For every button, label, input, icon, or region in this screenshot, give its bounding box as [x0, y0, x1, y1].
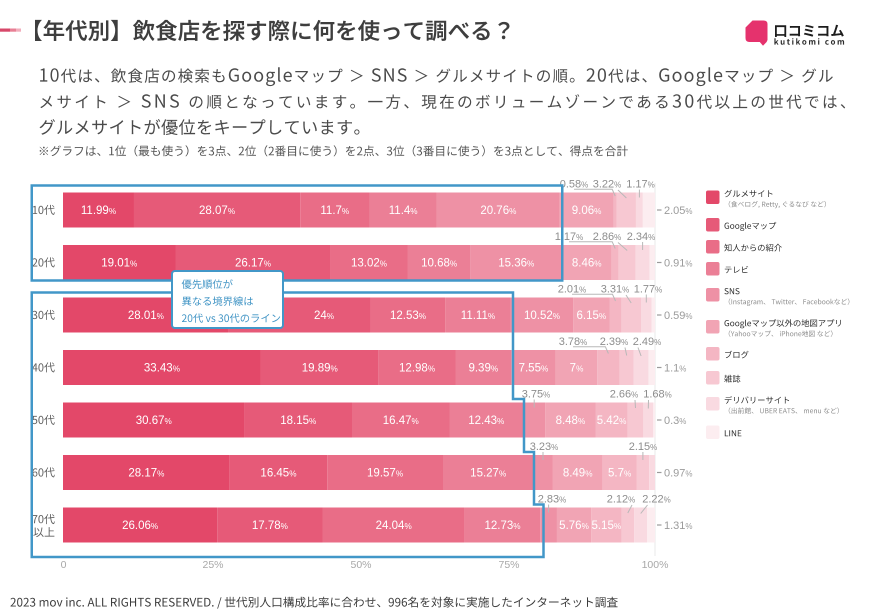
svg-text:50%: 50% — [350, 559, 371, 571]
svg-text:0.97%: 0.97% — [664, 467, 693, 479]
svg-text:0.58%: 0.58% — [560, 178, 589, 190]
svg-text:30.67%: 30.67% — [136, 415, 172, 427]
svg-text:5.7%: 5.7% — [608, 468, 631, 480]
svg-text:25%: 25% — [202, 559, 223, 571]
svg-text:2.83%: 2.83% — [538, 493, 567, 505]
svg-text:16.47%: 16.47% — [383, 415, 419, 427]
svg-text:5.76%: 5.76% — [559, 520, 589, 532]
svg-text:12.98%: 12.98% — [399, 363, 435, 375]
svg-text:1.1%: 1.1% — [664, 362, 686, 374]
svg-text:2.01%: 2.01% — [558, 283, 587, 295]
svg-text:9.39%: 9.39% — [468, 363, 498, 375]
svg-text:24.04%: 24.04% — [376, 520, 412, 532]
svg-text:2.05%: 2.05% — [664, 205, 693, 217]
svg-text:1.31%: 1.31% — [664, 520, 693, 532]
svg-text:2.15%: 2.15% — [629, 441, 658, 453]
svg-text:12.73%: 12.73% — [484, 520, 520, 532]
svg-text:15.36%: 15.36% — [498, 258, 534, 270]
svg-text:3.22%: 3.22% — [593, 178, 622, 190]
svg-text:33.43%: 33.43% — [144, 363, 180, 375]
svg-text:2.49%: 2.49% — [633, 336, 662, 348]
svg-text:1.68%: 1.68% — [643, 388, 672, 400]
svg-text:28.01%: 28.01% — [128, 310, 164, 322]
svg-text:3.31%: 3.31% — [601, 283, 630, 295]
svg-text:11.4%: 11.4% — [389, 205, 418, 217]
svg-text:2.22%: 2.22% — [642, 493, 671, 505]
svg-text:0: 0 — [61, 559, 67, 571]
svg-text:2.66%: 2.66% — [610, 388, 639, 400]
svg-text:15.27%: 15.27% — [470, 468, 506, 480]
svg-text:11.99%: 11.99% — [81, 205, 116, 217]
svg-text:100%: 100% — [642, 559, 669, 571]
svg-text:1.17%: 1.17% — [626, 178, 655, 190]
svg-text:2.86%: 2.86% — [593, 231, 622, 243]
svg-text:11.7%: 11.7% — [320, 205, 349, 217]
svg-text:16.45%: 16.45% — [260, 468, 296, 480]
svg-text:8.46%: 8.46% — [572, 258, 602, 270]
svg-text:5.15%: 5.15% — [591, 520, 621, 532]
svg-text:19.01%: 19.01% — [101, 258, 137, 270]
svg-text:28.17%: 28.17% — [128, 468, 164, 480]
svg-text:2.12%: 2.12% — [607, 493, 636, 505]
svg-text:26.17%: 26.17% — [235, 258, 271, 270]
svg-text:10.68%: 10.68% — [421, 258, 457, 270]
svg-text:0.59%: 0.59% — [664, 310, 693, 322]
svg-text:2.39%: 2.39% — [600, 336, 629, 348]
svg-text:19.57%: 19.57% — [367, 468, 403, 480]
svg-text:3.23%: 3.23% — [530, 441, 559, 453]
svg-text:1.77%: 1.77% — [634, 283, 663, 295]
svg-text:11.11%: 11.11% — [461, 310, 495, 322]
svg-text:20.76%: 20.76% — [480, 205, 516, 217]
svg-text:18.15%: 18.15% — [280, 415, 316, 427]
svg-text:0.91%: 0.91% — [664, 257, 693, 269]
svg-text:19.89%: 19.89% — [302, 363, 338, 375]
svg-text:6.15%: 6.15% — [576, 310, 606, 322]
svg-text:10.52%: 10.52% — [524, 310, 560, 322]
svg-text:13.02%: 13.02% — [351, 258, 387, 270]
svg-text:9.06%: 9.06% — [572, 205, 602, 217]
svg-text:12.43%: 12.43% — [468, 415, 504, 427]
svg-text:7.55%: 7.55% — [519, 363, 549, 375]
svg-text:28.07%: 28.07% — [199, 205, 235, 217]
svg-text:75%: 75% — [498, 559, 519, 571]
svg-text:12.53%: 12.53% — [390, 310, 426, 322]
svg-text:5.42%: 5.42% — [597, 415, 627, 427]
svg-text:0.3%: 0.3% — [664, 415, 686, 427]
svg-text:7%: 7% — [570, 363, 584, 375]
svg-text:3.78%: 3.78% — [559, 336, 588, 348]
svg-text:2.34%: 2.34% — [627, 231, 656, 243]
svg-text:24%: 24% — [314, 310, 334, 322]
svg-text:1.17%: 1.17% — [555, 231, 584, 243]
svg-text:26.06%: 26.06% — [122, 520, 158, 532]
svg-text:8.48%: 8.48% — [556, 415, 586, 427]
svg-text:8.49%: 8.49% — [563, 468, 593, 480]
svg-text:3.75%: 3.75% — [522, 388, 551, 400]
svg-text:17.78%: 17.78% — [252, 520, 288, 532]
